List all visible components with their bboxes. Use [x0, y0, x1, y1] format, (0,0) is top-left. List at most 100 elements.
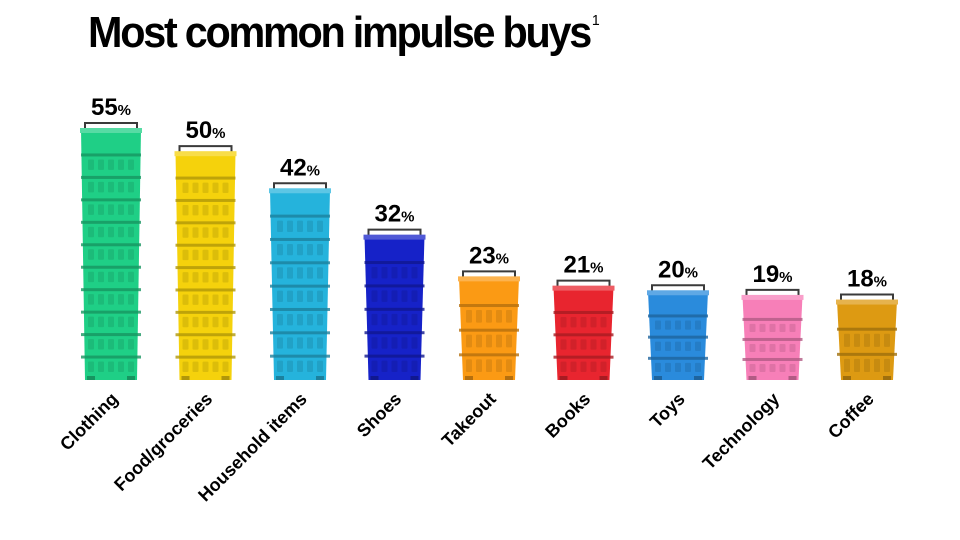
value-number: 23 [469, 242, 496, 269]
mesh-slot [98, 159, 104, 170]
mesh-slot [182, 339, 189, 350]
mesh-slot [182, 272, 189, 283]
mesh-slot [570, 361, 577, 372]
mesh-slot [118, 316, 124, 328]
value-number: 19 [752, 261, 779, 288]
value-suffix: % [779, 269, 792, 286]
mesh-slot [202, 316, 209, 328]
mesh-slot [371, 313, 378, 326]
mesh-slot [665, 341, 671, 351]
mesh-slot [118, 181, 124, 193]
basket-stack [81, 129, 141, 380]
value-number: 18 [847, 266, 874, 293]
mesh-slot [307, 220, 313, 232]
mesh-slot [655, 341, 661, 351]
mesh-slot [317, 360, 323, 372]
basket-foot [883, 376, 891, 380]
mesh-slot [192, 316, 199, 328]
basket-rim [458, 276, 520, 282]
mesh-slot [789, 363, 796, 372]
mesh-slot [192, 339, 199, 350]
mesh-slot [88, 159, 94, 170]
mesh-slot [749, 363, 756, 372]
mesh-slot [476, 359, 482, 372]
stack-rim [459, 328, 519, 332]
basket-foot [843, 376, 851, 380]
mesh-slot [779, 323, 786, 332]
mesh-slot [98, 361, 104, 372]
mesh-slot [600, 316, 607, 328]
mesh-slot [844, 333, 850, 347]
mesh-slot [371, 337, 378, 349]
mesh-slot [779, 343, 786, 352]
stack-rim [648, 314, 708, 318]
mesh-slot [864, 358, 870, 372]
mesh-slot [277, 360, 283, 372]
stack-rim [270, 354, 330, 358]
stack-rim [364, 261, 425, 265]
stack-rim [81, 265, 141, 269]
stack-rim [742, 317, 803, 321]
mesh-slot [411, 267, 418, 279]
mesh-slot [884, 358, 890, 372]
mesh-slot [401, 313, 408, 326]
stack-rim [459, 353, 519, 357]
mesh-slot [118, 204, 124, 215]
value-label-toys: 20% [658, 256, 698, 283]
mesh-slot [277, 313, 283, 326]
mesh-slot [580, 361, 587, 372]
mesh-slot [108, 316, 114, 328]
mesh-slot [98, 204, 104, 215]
value-number: 21 [563, 252, 590, 279]
mesh-slot [411, 337, 418, 349]
mesh-slot [844, 358, 850, 372]
mesh-slot [297, 220, 303, 232]
mesh-slot [297, 243, 303, 256]
mesh-slot [98, 271, 104, 283]
stack-rim [175, 198, 236, 202]
basket-foot [410, 376, 419, 380]
stack-rim [81, 310, 141, 314]
mesh-slot [287, 243, 293, 256]
basket-rim [174, 151, 237, 157]
mesh-slot [212, 249, 219, 261]
mesh-slot [222, 339, 229, 350]
mesh-slot [98, 316, 104, 328]
value-number: 32 [374, 201, 401, 228]
bar-food-groceries [174, 145, 237, 380]
stack-rim [81, 175, 141, 179]
mesh-slot [307, 290, 313, 302]
category-label-takeout: Takeout [438, 389, 500, 451]
mesh-slot [391, 290, 398, 302]
bar-coffee [836, 293, 898, 380]
chart-title: Most common impulse buys 1 [88, 8, 600, 58]
value-label-household-items: 42% [280, 154, 320, 181]
bar-shoes [363, 228, 426, 380]
mesh-slot [371, 360, 378, 372]
mesh-slot [212, 204, 219, 216]
mesh-slot [222, 316, 229, 328]
value-number: 55 [91, 94, 118, 121]
mesh-slot [287, 290, 293, 302]
mesh-slot [108, 249, 114, 260]
stack-rim [553, 355, 614, 359]
mesh-slot [580, 339, 587, 350]
mesh-slot [118, 226, 124, 238]
mesh-slot [590, 361, 597, 372]
mesh-slot [108, 204, 114, 215]
mesh-slot [118, 294, 124, 305]
mesh-slot [108, 294, 114, 305]
mesh-slot [212, 272, 219, 283]
mesh-slot [769, 343, 776, 352]
basket-foot [370, 376, 379, 380]
basket-foot [221, 376, 230, 380]
category-label-technology: Technology [699, 389, 784, 474]
mesh-slot [98, 339, 104, 350]
mesh-slot [466, 310, 472, 323]
mesh-slot [277, 337, 283, 349]
stack-rim [270, 261, 330, 265]
mesh-slot [287, 220, 293, 232]
basket-rim [80, 128, 142, 133]
mesh-slot [212, 361, 219, 372]
mesh-slot [759, 363, 766, 372]
